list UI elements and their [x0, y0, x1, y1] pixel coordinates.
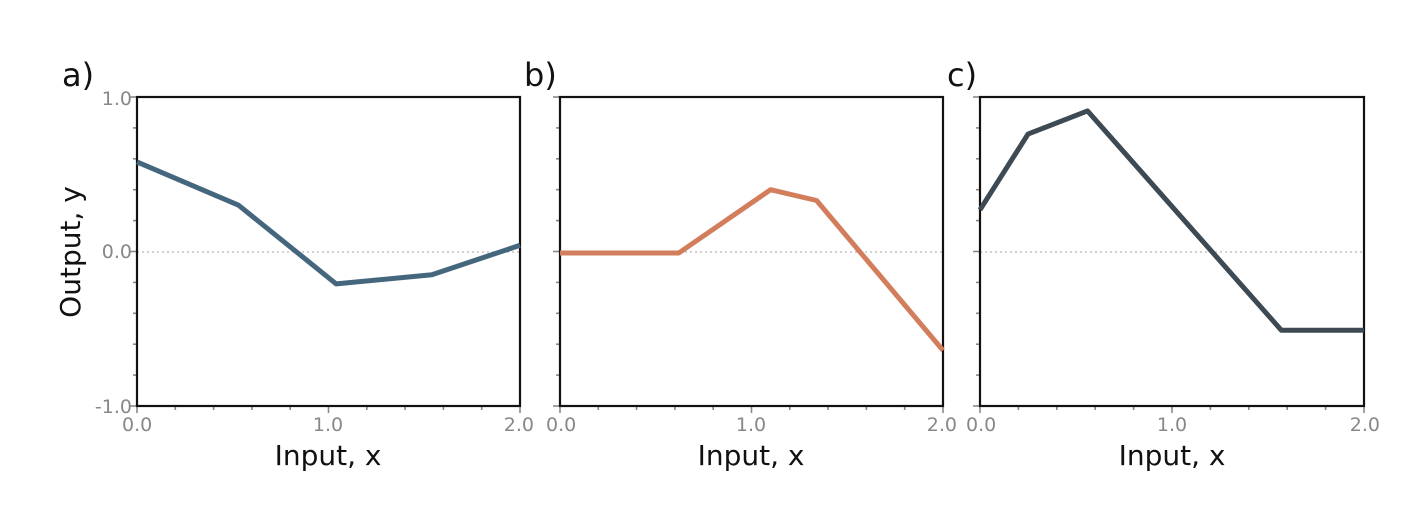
panel-c-ticks: [973, 96, 1365, 413]
panel-a-line: [136, 159, 521, 287]
panel-c-label: c): [947, 56, 977, 94]
panel-a: a) 1.0 0.0 -1.0 0.0 1.0 2.0 Input, x Out…: [54, 56, 534, 472]
panel-a-xtick-left: 0.0: [122, 414, 152, 436]
panel-c-xtick-left: 0.0: [966, 414, 996, 436]
panel-a-ticks: [130, 96, 521, 413]
panel-c-xtick-right: 2.0: [1350, 414, 1380, 436]
panel-a-frame: [135, 95, 522, 408]
panel-a-ylabel: Output, y: [54, 186, 87, 318]
panel-b-xtick-left: 0.0: [546, 414, 576, 436]
panel-b-xlabel: Input, x: [698, 439, 805, 472]
panel-b-xtick-right: 2.0: [927, 414, 957, 436]
panel-a-ytick-bottom: -1.0: [95, 396, 132, 418]
panel-a-ytick-mid: 0.0: [102, 241, 132, 263]
panel-c-xlabel: Input, x: [1119, 439, 1226, 472]
panel-a-ytick-top: 1.0: [102, 88, 132, 110]
panel-c: c) 0.0 1.0 2.0 Input, x: [947, 56, 1380, 472]
panel-b-label: b): [524, 56, 557, 94]
panel-c-xtick-mid: 1.0: [1157, 414, 1187, 436]
panel-c-line: [977, 108, 1364, 333]
panel-b-xtick-mid: 1.0: [736, 414, 766, 436]
panel-c-frame: [978, 95, 1366, 408]
panel-b: b) 0.0 1.0 2.0 Input, x: [524, 56, 957, 472]
panel-a-label: a): [62, 56, 94, 94]
panel-a-xlabel: Input, x: [275, 439, 382, 472]
panel-b-line: [560, 187, 945, 353]
panel-a-xtick-right: 2.0: [504, 414, 534, 436]
panel-a-xtick-mid: 1.0: [313, 414, 343, 436]
